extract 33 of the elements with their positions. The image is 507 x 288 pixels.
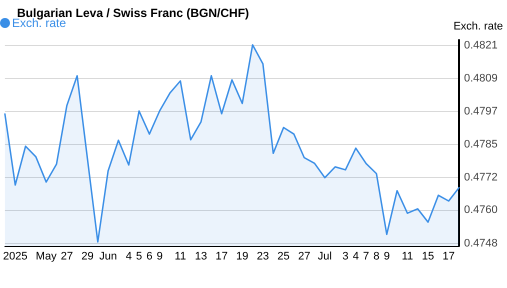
- x-tick-label: 23: [256, 250, 270, 262]
- y-tick-label: 0.4748: [464, 237, 498, 250]
- y-tick-label: 0.4785: [464, 138, 498, 150]
- x-tick-label: May: [36, 250, 58, 262]
- x-tick-label: 7: [363, 250, 370, 262]
- y-tick-label: 0.4821: [464, 39, 498, 52]
- x-tick-label: 9: [156, 250, 163, 262]
- y-tick-label: 0.4772: [464, 171, 498, 184]
- x-tick-label: 9: [384, 250, 390, 262]
- y-tick-label: 0.4809: [464, 72, 498, 84]
- x-tick-label: 29: [81, 250, 94, 262]
- x-tick-label: 17: [216, 250, 228, 262]
- x-tick-label: 11: [402, 250, 414, 262]
- x-tick-label: 3: [342, 250, 349, 262]
- x-tick-label: 8: [373, 250, 380, 262]
- x-tick-label: Jun: [99, 250, 117, 262]
- x-tick-label: 5: [136, 250, 142, 262]
- x-tick-label: 27: [298, 250, 310, 262]
- x-tick-label: 17: [442, 250, 455, 262]
- x-tick-label: 27: [60, 250, 73, 262]
- x-tick-label: 4: [352, 250, 359, 262]
- x-tick-label: 15: [422, 250, 434, 262]
- y-tick-label: 0.4760: [464, 204, 498, 216]
- x-tick-label: 6: [146, 250, 152, 262]
- y-tick-label: 0.4797: [464, 105, 498, 118]
- x-tick-label: 19: [236, 250, 248, 262]
- x-tick-label: Jul: [318, 250, 332, 262]
- x-tick-label: 25: [277, 250, 290, 262]
- x-tick-label: 11: [174, 250, 186, 262]
- x-tick-label: 2025: [2, 250, 28, 262]
- x-tick-label: 4: [126, 250, 132, 262]
- x-tick-label: 13: [194, 250, 208, 262]
- y-axis-title: Exch. rate: [453, 20, 503, 32]
